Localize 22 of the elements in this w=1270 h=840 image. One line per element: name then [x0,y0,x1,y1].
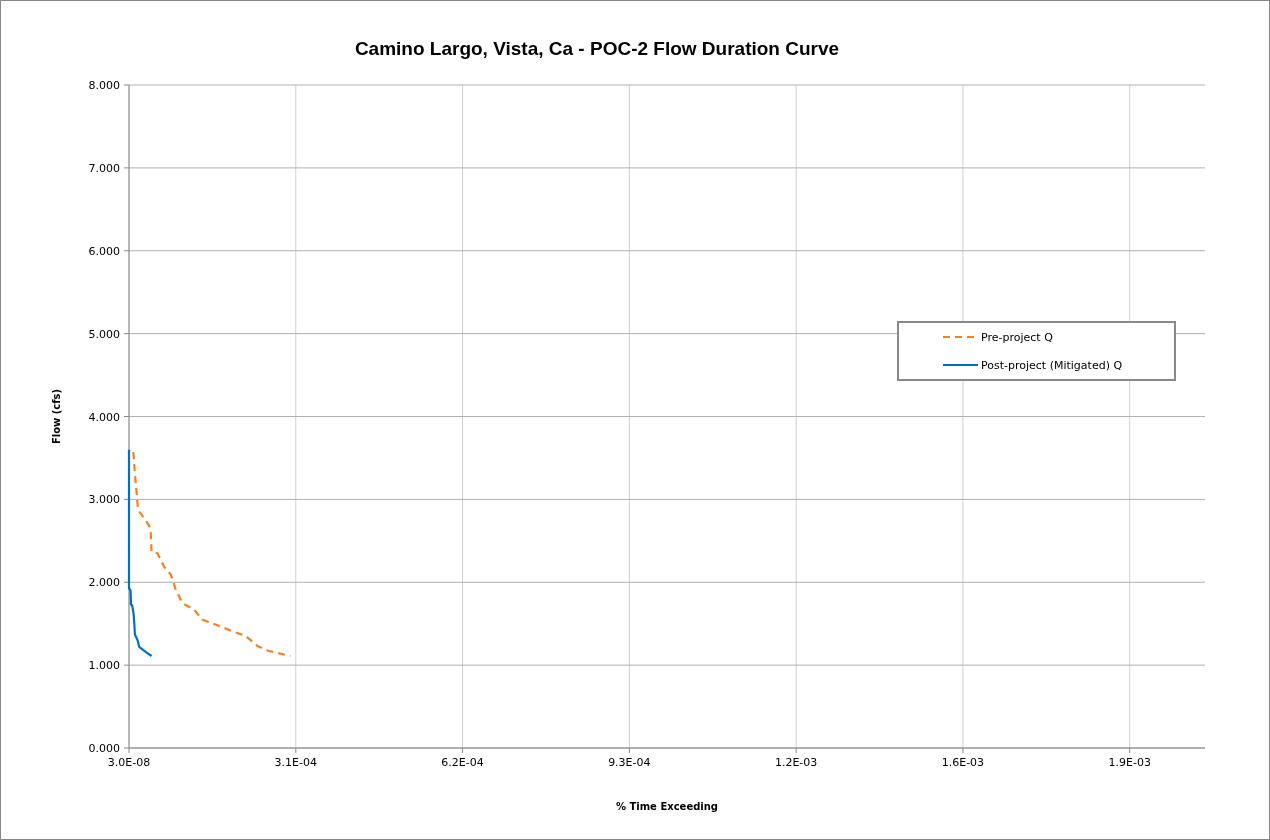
legend-label: Pre-project Q [981,331,1054,344]
y-tick-label: 7.000 [88,161,120,175]
y-tick-label: 0.000 [88,742,120,755]
y-tick-label: 4.000 [88,410,120,424]
chart-title: Camino Largo, Vista, Ca - POC-2 Flow Duration Curve [354,38,840,59]
x-tick-label: 1.2E-03 [774,756,818,769]
x-axis-title: % Time Exceeding [615,801,719,812]
x-tick-label: 1.9E-03 [1108,756,1151,769]
y-axis-title: Flow (cfs) [51,388,62,445]
y-tick-label: 1.000 [88,659,120,673]
x-tick-label: 1.6E-03 [941,756,985,769]
y-tick-label: 5.000 [88,327,120,341]
y-tick-label: 6.000 [88,244,120,258]
y-tick-label: 8.000 [88,79,120,92]
x-tick-label: 6.2E-04 [441,756,484,769]
x-tick-label: 9.3E-04 [608,756,651,769]
x-tick-label: 3.1E-04 [274,756,317,769]
y-tick-label: 2.000 [88,576,120,590]
legend-label: Post-project (Mitigated) Q [981,359,1123,372]
line-series [127,448,153,658]
x-tick-label: 3.0E-08 [107,756,151,769]
y-tick-label: 3.000 [88,493,120,507]
